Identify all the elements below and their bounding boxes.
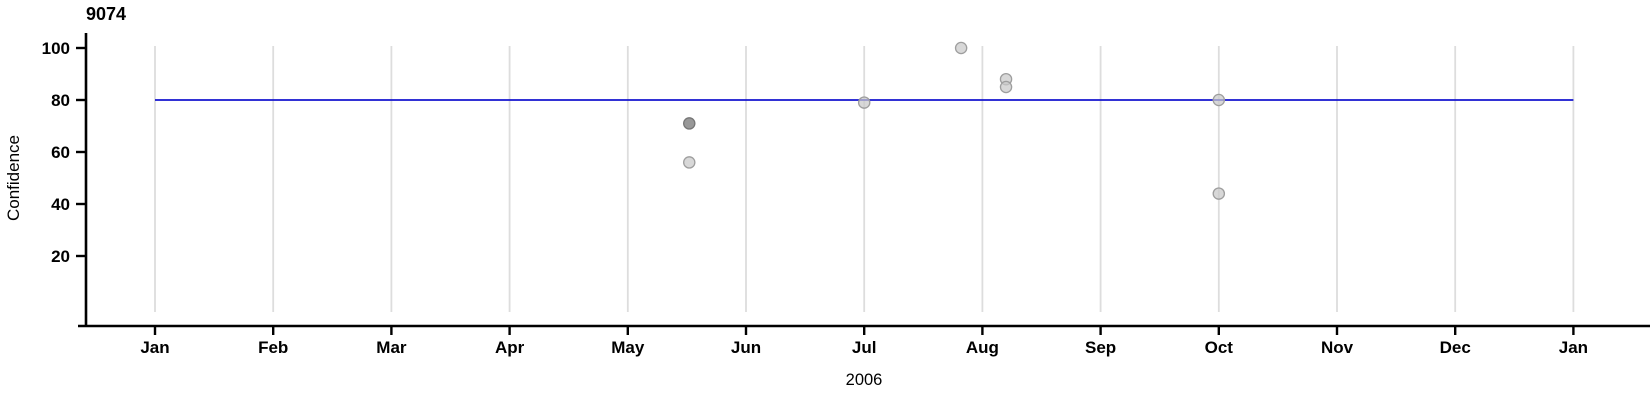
x-tick-label: Feb <box>258 338 288 357</box>
chart-title: 9074 <box>86 4 127 24</box>
x-tick-label: Jul <box>852 338 877 357</box>
x-tick-label: Oct <box>1205 338 1234 357</box>
y-tick-label: 40 <box>51 195 70 214</box>
x-tick-label: Sep <box>1085 338 1116 357</box>
x-axis-year-label: 2006 <box>845 371 883 389</box>
x-tick-label: Nov <box>1321 338 1354 357</box>
x-tick-label: Dec <box>1440 338 1471 357</box>
x-tick-label: May <box>611 338 645 357</box>
data-point <box>1212 93 1226 107</box>
data-point <box>999 80 1013 94</box>
x-tick-label: Aug <box>966 338 999 357</box>
y-tick-label: 100 <box>42 39 70 58</box>
x-tick-label: Jun <box>731 338 761 357</box>
y-axis-title: Confidence <box>4 134 23 222</box>
y-tick-label: 60 <box>51 143 70 162</box>
x-tick-label: Mar <box>376 338 407 357</box>
data-point <box>857 96 871 109</box>
data-point <box>683 156 696 169</box>
x-tick-label: Apr <box>495 338 525 357</box>
y-tick-label: 20 <box>51 247 70 266</box>
data-point <box>1212 187 1226 200</box>
y-tick-label: 80 <box>51 91 70 110</box>
data-point <box>683 117 696 130</box>
x-tick-label: Jan <box>140 338 169 357</box>
x-tick-label: Jan <box>1559 338 1588 357</box>
data-point <box>954 41 968 55</box>
